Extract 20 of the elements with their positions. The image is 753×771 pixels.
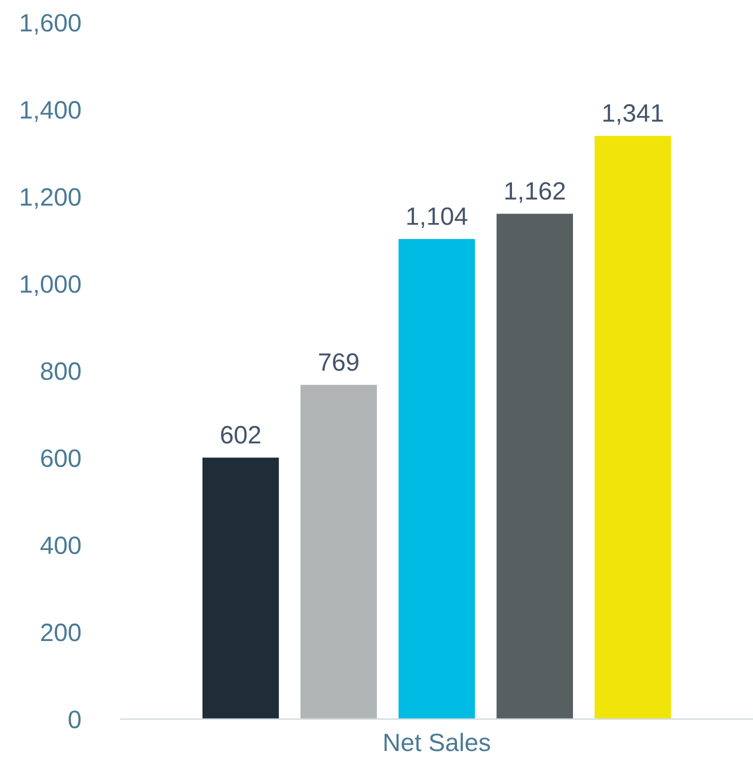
y-tick-label: 600: [41, 449, 81, 468]
y-tick-label: 1,600: [20, 14, 81, 35]
bar: [495, 212, 574, 720]
bar: [593, 134, 672, 720]
bar: [299, 384, 378, 720]
y-tick-label: 1,400: [20, 101, 81, 122]
y-tick-label: 1,200: [20, 188, 81, 209]
bar: [201, 456, 280, 720]
data-label: 602: [221, 426, 260, 444]
bar: [397, 238, 476, 720]
y-tick-label: 800: [40, 362, 81, 380]
y-tick-label: 0: [68, 710, 81, 728]
data-label: 769: [319, 353, 358, 371]
y-tick-label: 400: [40, 536, 81, 554]
data-label: 1,341: [603, 104, 663, 125]
x-tick-label: Net Sales: [384, 732, 490, 752]
y-tick-label: 1,000: [20, 275, 81, 296]
y-tick-label: 200: [41, 624, 81, 642]
data-label: 1,104: [407, 207, 468, 228]
data-label: 1,162: [505, 182, 565, 203]
